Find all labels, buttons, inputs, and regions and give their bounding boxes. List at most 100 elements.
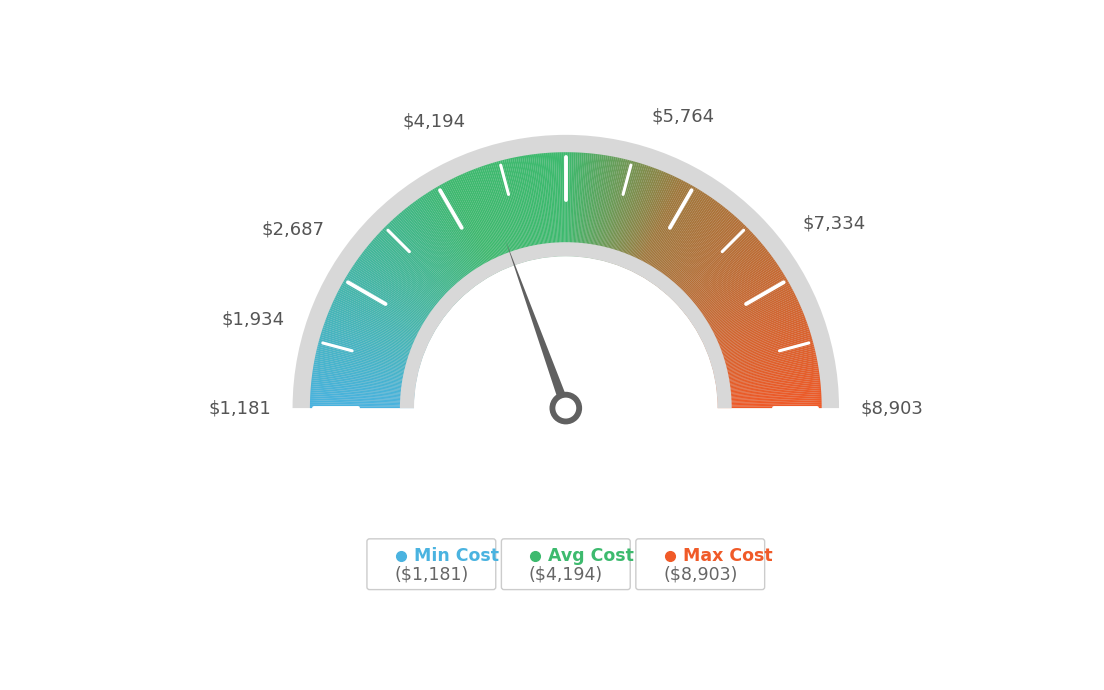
Wedge shape <box>605 161 634 262</box>
Wedge shape <box>682 244 763 311</box>
Wedge shape <box>704 304 800 348</box>
Wedge shape <box>619 169 658 266</box>
Wedge shape <box>346 276 436 331</box>
Wedge shape <box>368 245 449 313</box>
Wedge shape <box>394 217 465 296</box>
Wedge shape <box>577 153 587 257</box>
Wedge shape <box>468 171 509 268</box>
Wedge shape <box>310 392 414 400</box>
Wedge shape <box>617 167 655 266</box>
Wedge shape <box>372 239 452 308</box>
Wedge shape <box>692 268 781 326</box>
Wedge shape <box>711 333 811 364</box>
Wedge shape <box>312 368 416 386</box>
Wedge shape <box>668 219 740 297</box>
Wedge shape <box>712 341 814 369</box>
Wedge shape <box>718 392 821 400</box>
Text: $1,934: $1,934 <box>222 310 285 328</box>
Wedge shape <box>629 176 675 270</box>
Wedge shape <box>677 235 755 306</box>
Wedge shape <box>530 155 545 258</box>
Wedge shape <box>667 217 737 296</box>
Text: Min Cost: Min Cost <box>414 547 499 565</box>
Wedge shape <box>677 233 754 305</box>
Wedge shape <box>643 188 698 278</box>
Wedge shape <box>431 190 487 279</box>
Wedge shape <box>591 156 609 259</box>
Wedge shape <box>319 339 420 368</box>
Wedge shape <box>412 202 476 286</box>
Wedge shape <box>464 172 507 269</box>
Wedge shape <box>626 173 669 269</box>
Wedge shape <box>341 283 434 335</box>
Wedge shape <box>448 180 497 273</box>
Wedge shape <box>718 388 821 397</box>
Wedge shape <box>482 166 518 264</box>
Wedge shape <box>364 248 447 314</box>
Wedge shape <box>655 201 718 286</box>
Wedge shape <box>714 353 816 376</box>
Wedge shape <box>716 386 821 396</box>
Wedge shape <box>679 237 757 308</box>
Wedge shape <box>718 404 821 407</box>
Wedge shape <box>693 269 782 327</box>
Wedge shape <box>604 160 631 262</box>
Wedge shape <box>381 230 457 304</box>
Wedge shape <box>683 246 765 313</box>
Wedge shape <box>403 210 470 291</box>
FancyBboxPatch shape <box>636 539 765 589</box>
Wedge shape <box>329 310 425 351</box>
Wedge shape <box>293 135 839 408</box>
Wedge shape <box>443 183 493 275</box>
Wedge shape <box>652 197 713 284</box>
Wedge shape <box>449 179 498 273</box>
Wedge shape <box>452 178 499 273</box>
Wedge shape <box>391 220 463 297</box>
Wedge shape <box>418 197 479 284</box>
Wedge shape <box>716 380 820 393</box>
Wedge shape <box>327 316 424 355</box>
Wedge shape <box>715 368 819 386</box>
Wedge shape <box>716 374 819 389</box>
Wedge shape <box>658 205 723 288</box>
Wedge shape <box>708 316 805 355</box>
Wedge shape <box>310 390 414 399</box>
Wedge shape <box>701 292 795 340</box>
Wedge shape <box>500 160 528 262</box>
Wedge shape <box>659 206 724 289</box>
Wedge shape <box>718 402 821 406</box>
Wedge shape <box>676 231 752 304</box>
Wedge shape <box>690 261 776 322</box>
Wedge shape <box>349 271 437 328</box>
Wedge shape <box>331 304 427 348</box>
Wedge shape <box>583 154 596 257</box>
Wedge shape <box>635 180 683 273</box>
Wedge shape <box>636 181 686 274</box>
Wedge shape <box>624 172 666 268</box>
Wedge shape <box>686 251 769 316</box>
Wedge shape <box>388 223 461 299</box>
Wedge shape <box>628 175 673 270</box>
Wedge shape <box>711 335 811 366</box>
Wedge shape <box>665 213 733 293</box>
Wedge shape <box>352 266 439 325</box>
Wedge shape <box>455 177 501 271</box>
Wedge shape <box>701 290 794 339</box>
Wedge shape <box>713 348 815 374</box>
Wedge shape <box>399 213 467 293</box>
Wedge shape <box>564 152 565 256</box>
Wedge shape <box>660 207 725 290</box>
Wedge shape <box>703 301 799 346</box>
Wedge shape <box>633 178 680 273</box>
Wedge shape <box>597 158 622 260</box>
Wedge shape <box>414 201 477 286</box>
Wedge shape <box>347 275 436 330</box>
Text: $1,181: $1,181 <box>209 399 270 417</box>
Wedge shape <box>646 191 703 280</box>
Wedge shape <box>314 362 416 382</box>
Wedge shape <box>651 197 711 283</box>
Wedge shape <box>716 376 820 391</box>
Wedge shape <box>371 240 452 310</box>
Text: $7,334: $7,334 <box>803 215 866 233</box>
Wedge shape <box>523 155 542 258</box>
